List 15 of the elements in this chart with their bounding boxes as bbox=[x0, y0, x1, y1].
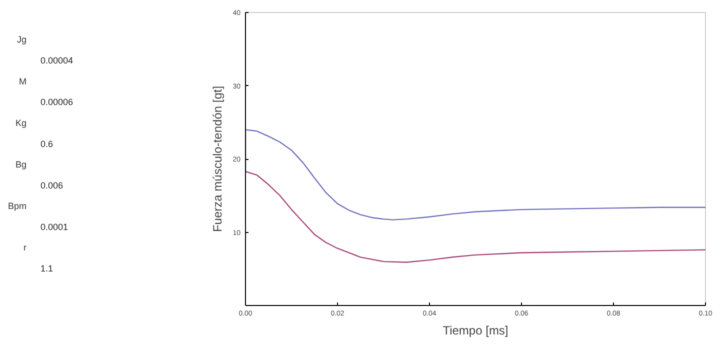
text: Bpm bbox=[8, 201, 27, 212]
line-series bbox=[246, 129, 706, 220]
text: Bg bbox=[15, 160, 27, 170]
text: Kg bbox=[15, 118, 27, 128]
text: 1.1 bbox=[40, 264, 54, 274]
text: M bbox=[19, 76, 27, 86]
text: 0.00004 bbox=[40, 56, 74, 66]
text: 0.0001 bbox=[40, 222, 68, 232]
text: r bbox=[24, 242, 27, 253]
text: 0.00006 bbox=[40, 97, 74, 108]
text: 0.6 bbox=[40, 138, 54, 149]
text: 0.006 bbox=[40, 180, 64, 190]
x-axis-title: Tiempo [ms] bbox=[442, 324, 508, 338]
y-axis-title: Fuerza músculo-tendón [gt] bbox=[210, 86, 225, 232]
text: Jg bbox=[16, 34, 27, 45]
